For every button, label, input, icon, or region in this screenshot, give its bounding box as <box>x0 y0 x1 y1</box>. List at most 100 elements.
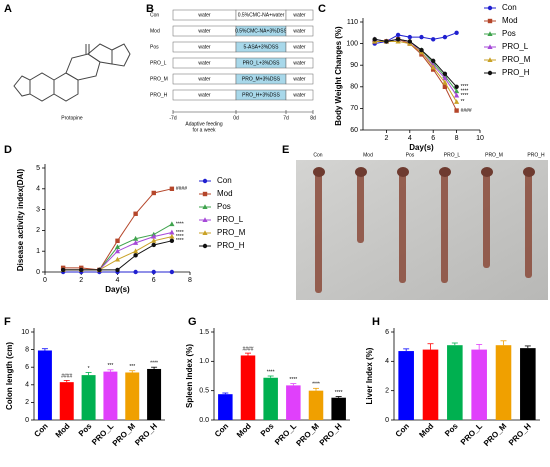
legend-marker <box>202 178 208 184</box>
photo-label: PRO_M <box>485 152 503 158</box>
photo-label: Con <box>313 152 322 158</box>
phase-box <box>285 25 314 37</box>
x-tick-label: PRO_M <box>111 421 138 448</box>
legend-label: PRO_M <box>502 55 531 64</box>
data-point <box>442 75 448 81</box>
y-tick-label: 90 <box>350 62 358 69</box>
legend-marker <box>202 217 208 222</box>
data-point <box>114 248 121 254</box>
significance: **** <box>335 390 343 396</box>
significance: ** <box>461 99 465 105</box>
legend-marker <box>202 243 208 249</box>
y-tick-label: 0 <box>36 269 40 276</box>
data-point <box>454 30 459 35</box>
legend-marker <box>202 204 208 209</box>
data-point <box>114 244 121 250</box>
phase-box <box>285 89 314 101</box>
phase-label: water <box>198 28 211 34</box>
data-point <box>151 190 156 196</box>
phase-label: water <box>198 60 211 66</box>
phase-label: water <box>198 76 211 82</box>
data-point <box>395 32 401 38</box>
panel-label: C <box>318 3 326 15</box>
y-axis-label: Spleen Index (%) <box>185 344 194 408</box>
x-tick-label: 10 <box>476 135 484 142</box>
data-point <box>169 269 175 275</box>
cecum <box>439 167 451 177</box>
group-label: Mod <box>150 28 160 34</box>
significance: **** <box>461 93 469 99</box>
significance: **** <box>176 230 184 236</box>
cecum <box>481 167 493 177</box>
data-point <box>430 64 436 70</box>
timeline-label: 7d <box>283 115 289 121</box>
data-point <box>151 238 157 243</box>
data-point <box>115 238 120 243</box>
x-tick-label: 6 <box>431 135 435 142</box>
bar <box>240 355 256 420</box>
y-tick-label: 0 <box>25 417 29 424</box>
y-tick-label: 1.0 <box>199 358 209 365</box>
significance: #### <box>61 374 72 380</box>
legend-marker <box>487 18 493 24</box>
data-point <box>133 211 138 216</box>
phase-label: water <box>293 76 306 82</box>
photo-label: PRO_H <box>527 152 545 158</box>
y-tick-label: 110 <box>347 19 358 26</box>
x-tick-label: Mod <box>417 421 435 439</box>
photo-label: Pos <box>406 152 415 158</box>
x-tick-label: 4 <box>408 135 412 142</box>
data-point <box>133 240 139 245</box>
data-point <box>151 233 157 239</box>
data-point <box>454 84 459 90</box>
y-tick-label: 1.5 <box>199 329 209 336</box>
phase-label: water <box>198 44 211 50</box>
data-point <box>407 34 412 40</box>
significance: *** <box>129 364 135 370</box>
data-point <box>407 39 412 44</box>
data-point <box>169 186 175 191</box>
x-tick-label: PRO_H <box>507 421 533 447</box>
significance: **** <box>150 361 158 367</box>
phase-box <box>285 41 314 53</box>
bar <box>59 382 74 420</box>
bar <box>331 397 346 420</box>
photo-background <box>296 160 548 300</box>
significance: *** <box>107 363 113 369</box>
data-point <box>133 269 138 275</box>
data-point <box>442 84 448 89</box>
y-tick-label: 70 <box>350 105 358 112</box>
phase-label: 0.5%CMC-NA+water <box>238 12 285 18</box>
group-label: Con <box>150 12 159 18</box>
panel-label: G <box>188 316 197 328</box>
data-point <box>169 229 175 235</box>
y-tick-label: 6 <box>385 329 389 336</box>
legend-label: Pos <box>502 29 516 38</box>
legend-label: Con <box>217 176 232 185</box>
group-label: PRO_M <box>150 76 168 82</box>
data-point <box>442 79 448 85</box>
y-tick-label: 0 <box>385 417 389 424</box>
data-point <box>133 235 139 241</box>
legend-label: Con <box>502 3 517 12</box>
phase-label: water <box>293 28 306 34</box>
phase-label: 5-ASA+3%DSS <box>244 44 280 50</box>
colon-specimen <box>525 168 532 278</box>
x-tick-label: 2 <box>384 135 388 142</box>
bar <box>495 345 512 420</box>
cecum <box>313 167 325 177</box>
data-point <box>151 242 156 248</box>
significance: **** <box>289 377 297 383</box>
structure-drawing <box>13 43 131 102</box>
timeline-note: Adaptive feeding <box>185 121 222 127</box>
bar <box>147 368 162 420</box>
y-tick-label: 0.5 <box>199 388 209 395</box>
y-tick-label: 2 <box>385 388 389 395</box>
legend-marker <box>487 57 493 62</box>
y-tick-label: 0.0 <box>199 417 209 424</box>
compound-name: Protopine <box>61 115 83 121</box>
bar <box>308 390 324 420</box>
legend-label: PRO_M <box>217 228 246 237</box>
colon-specimen <box>441 168 448 283</box>
